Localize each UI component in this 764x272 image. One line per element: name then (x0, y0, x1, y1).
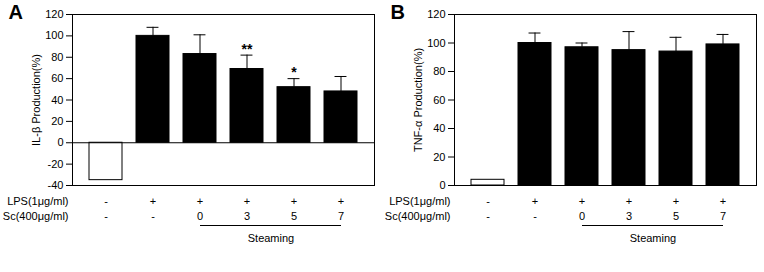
svg-text:60: 60 (51, 72, 63, 84)
svg-text:+: + (338, 195, 344, 207)
svg-text:+: + (244, 195, 250, 207)
svg-text:Sc(400μg/ml): Sc(400μg/ml) (3, 210, 69, 222)
svg-text:LPS(1μg/ml): LPS(1μg/ml) (7, 195, 68, 207)
svg-text:-: - (151, 210, 155, 222)
svg-text:5: 5 (673, 210, 679, 222)
svg-text:0: 0 (579, 210, 585, 222)
svg-text:IL-β Production(%): IL-β Production(%) (30, 54, 42, 146)
svg-text:3: 3 (244, 210, 250, 222)
svg-text:100: 100 (427, 37, 445, 49)
svg-text:-: - (104, 210, 108, 222)
svg-text:+: + (291, 195, 297, 207)
svg-text:+: + (720, 195, 726, 207)
svg-text:20: 20 (433, 151, 445, 163)
svg-text:-: - (486, 210, 490, 222)
svg-text:TNF-α Production(%): TNF-α Production(%) (412, 48, 424, 152)
svg-text:5: 5 (291, 210, 297, 222)
svg-text:Steaming: Steaming (248, 232, 294, 244)
svg-text:B: B (391, 1, 405, 23)
svg-text:+: + (626, 195, 632, 207)
svg-text:-20: -20 (48, 158, 64, 170)
svg-text:0: 0 (197, 210, 203, 222)
svg-text:-40: -40 (48, 179, 64, 191)
svg-text:0: 0 (439, 179, 445, 191)
svg-text:Sc(400μg/ml): Sc(400μg/ml) (385, 210, 451, 222)
svg-text:*: * (291, 64, 297, 80)
svg-text:LPS(1μg/ml): LPS(1μg/ml) (389, 195, 450, 207)
svg-text:3: 3 (626, 210, 632, 222)
svg-text:+: + (532, 195, 538, 207)
svg-text:+: + (673, 195, 679, 207)
svg-text:40: 40 (433, 122, 445, 134)
svg-text:120: 120 (427, 8, 445, 20)
svg-text:80: 80 (433, 65, 445, 77)
svg-text:A: A (9, 1, 23, 23)
svg-text:+: + (150, 195, 156, 207)
svg-text:Steaming: Steaming (630, 232, 676, 244)
svg-text:**: ** (242, 41, 253, 57)
svg-text:80: 80 (51, 51, 63, 63)
svg-text:20: 20 (51, 115, 63, 127)
svg-text:+: + (197, 195, 203, 207)
svg-text:-: - (533, 210, 537, 222)
svg-text:-: - (104, 195, 108, 207)
svg-text:+: + (579, 195, 585, 207)
svg-text:60: 60 (433, 94, 445, 106)
svg-text:120: 120 (45, 8, 63, 20)
svg-text:0: 0 (57, 136, 63, 148)
svg-text:7: 7 (720, 210, 726, 222)
svg-text:7: 7 (338, 210, 344, 222)
svg-text:40: 40 (51, 94, 63, 106)
svg-text:100: 100 (45, 29, 63, 41)
svg-text:-: - (486, 195, 490, 207)
